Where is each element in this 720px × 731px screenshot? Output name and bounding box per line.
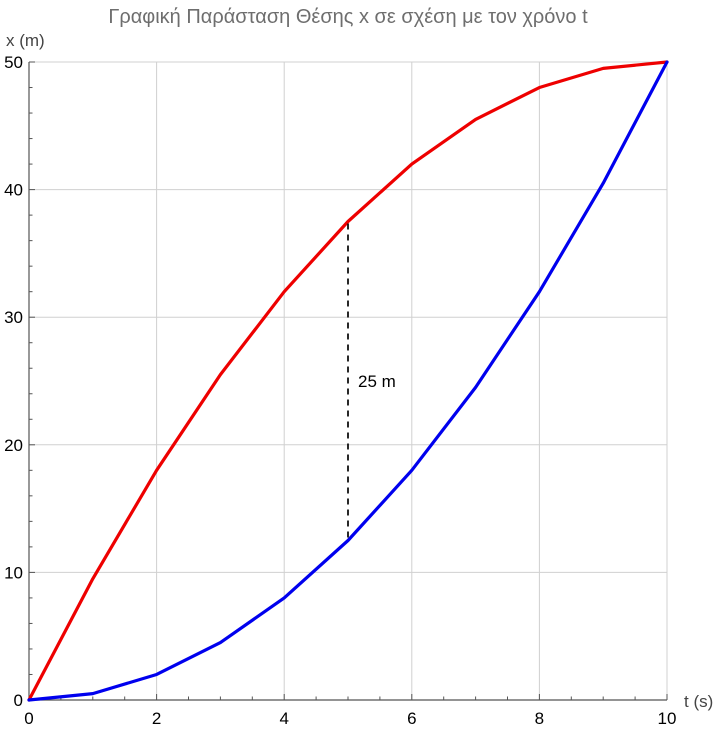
chart-title: Γραφική Παράσταση Θέσης x σε σχέση με το… <box>108 6 588 28</box>
y-tick-label: 20 <box>4 436 23 455</box>
tick-labels: 0 2 4 6 8 10 0 10 20 30 40 50 <box>4 53 676 728</box>
y-tick-label: 0 <box>14 691 23 710</box>
y-tick-label: 50 <box>4 53 23 72</box>
x-tick-label: 4 <box>279 709 288 728</box>
series-line-blue <box>27 60 669 702</box>
x-tick-label: 2 <box>152 709 161 728</box>
y-tick-label: 40 <box>4 181 23 200</box>
y-tick-label: 30 <box>4 308 23 327</box>
grid-lines <box>29 61 668 700</box>
x-tick-label: 8 <box>535 709 544 728</box>
series-lines <box>27 60 669 702</box>
axes <box>28 62 667 701</box>
series-line-red <box>27 60 669 702</box>
x-tick-label: 10 <box>658 709 677 728</box>
y-axis-label: x (m) <box>6 31 45 50</box>
x-axis-label: t (s) <box>684 692 713 711</box>
x-tick-label: 0 <box>24 709 33 728</box>
distance-label: 25 m <box>358 372 396 391</box>
x-tick-label: 6 <box>407 709 416 728</box>
annotations: 25 m <box>347 223 396 539</box>
y-tick-label: 10 <box>4 563 23 582</box>
